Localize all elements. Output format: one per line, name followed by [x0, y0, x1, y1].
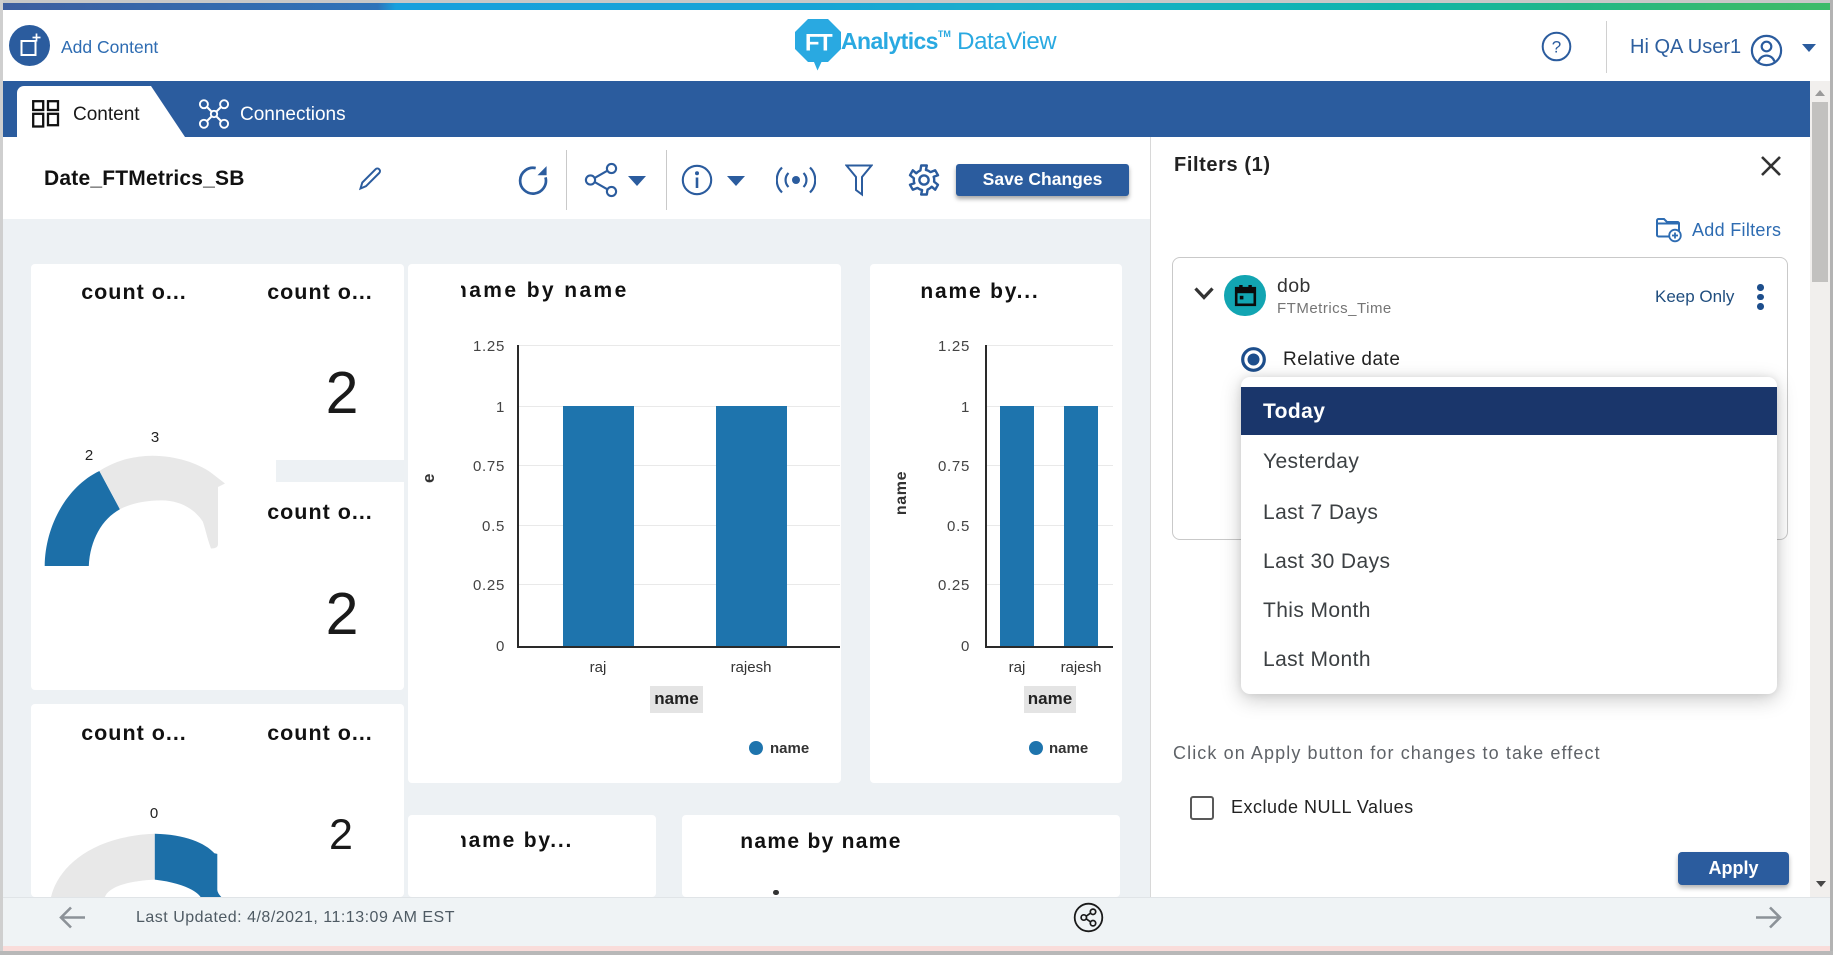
svg-text:FT: FT [805, 30, 833, 57]
svg-text:?: ? [1552, 38, 1561, 57]
